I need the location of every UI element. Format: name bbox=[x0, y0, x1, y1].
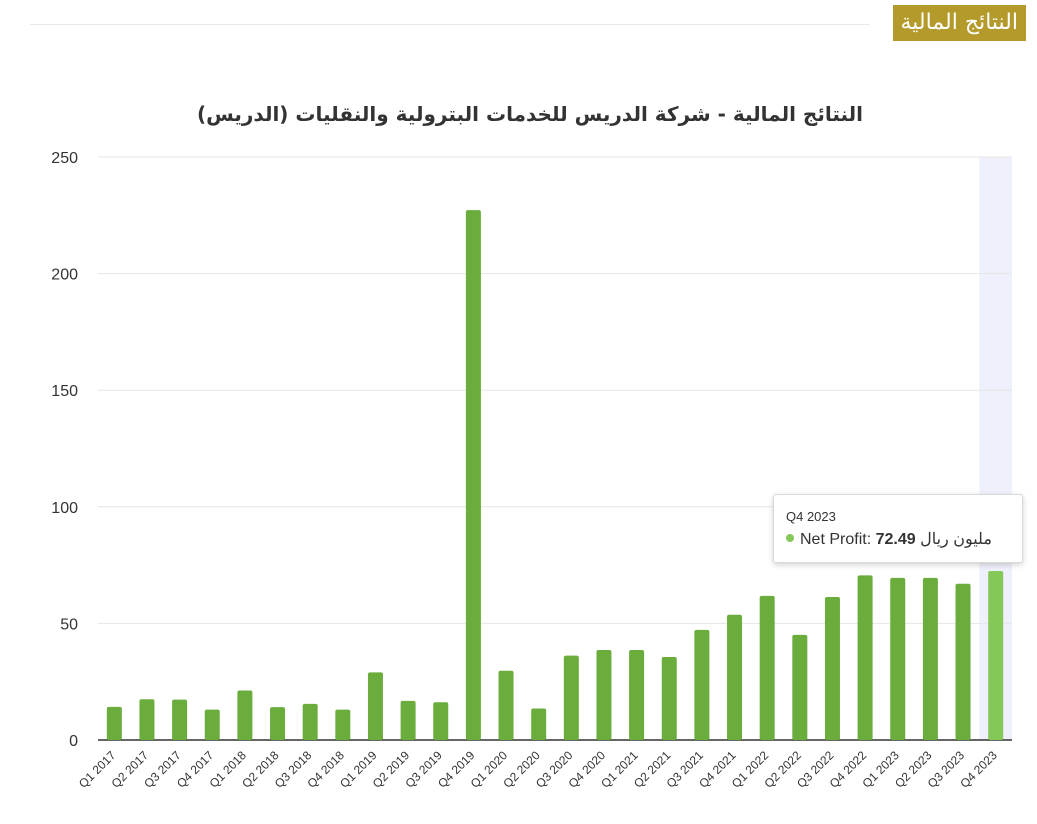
bar[interactable] bbox=[204, 709, 220, 740]
bar[interactable] bbox=[988, 570, 1004, 740]
tooltip-unit: مليون ريال bbox=[915, 531, 992, 548]
bar[interactable] bbox=[531, 708, 547, 740]
series-dot-icon bbox=[786, 533, 794, 542]
bar[interactable] bbox=[857, 575, 873, 740]
y-tick-label: 250 bbox=[51, 150, 78, 167]
bar[interactable] bbox=[172, 699, 188, 740]
bar[interactable] bbox=[694, 629, 710, 740]
bar[interactable] bbox=[596, 649, 612, 740]
y-tick-label: 50 bbox=[60, 616, 78, 633]
bar[interactable] bbox=[106, 706, 122, 740]
bar[interactable] bbox=[335, 709, 351, 740]
header-divider bbox=[30, 24, 870, 25]
bar[interactable] bbox=[955, 583, 971, 740]
bar[interactable] bbox=[498, 670, 514, 740]
bar[interactable] bbox=[302, 703, 318, 740]
bar[interactable] bbox=[400, 700, 416, 740]
bar[interactable] bbox=[759, 595, 775, 740]
y-tick-label: 150 bbox=[51, 383, 78, 400]
tooltip-series-label: Net Profit: bbox=[800, 531, 876, 548]
tooltip-category: Q4 2023 bbox=[786, 509, 836, 524]
tooltip-row: Net Profit: 72.49 مليون ريال bbox=[786, 529, 1012, 549]
bar[interactable] bbox=[922, 577, 938, 740]
bar[interactable] bbox=[629, 649, 645, 740]
section-title-badge: النتائج المالية bbox=[892, 5, 1026, 41]
y-tick-label: 200 bbox=[51, 267, 78, 284]
bar[interactable] bbox=[270, 707, 286, 740]
bar[interactable] bbox=[792, 634, 808, 740]
y-tick-label: 0 bbox=[69, 733, 78, 750]
x-tick-label: Q4 2023 bbox=[957, 748, 1000, 791]
bar[interactable] bbox=[563, 655, 579, 740]
bar[interactable] bbox=[661, 656, 677, 740]
bar[interactable] bbox=[465, 210, 481, 740]
bar[interactable] bbox=[237, 690, 253, 740]
tooltip: Q4 2023 Net Profit: 72.49 مليون ريال bbox=[773, 494, 1023, 563]
bar[interactable] bbox=[890, 577, 906, 740]
bar[interactable] bbox=[727, 614, 743, 740]
tooltip-value: 72.49 bbox=[875, 531, 916, 548]
y-tick-label: 100 bbox=[51, 500, 78, 517]
chart-title: النتائج المالية - شركة الدريس للخدمات ال… bbox=[197, 102, 863, 126]
bar[interactable] bbox=[433, 702, 449, 740]
bar[interactable] bbox=[824, 597, 840, 740]
bar[interactable] bbox=[139, 699, 155, 740]
bar[interactable] bbox=[367, 672, 383, 740]
